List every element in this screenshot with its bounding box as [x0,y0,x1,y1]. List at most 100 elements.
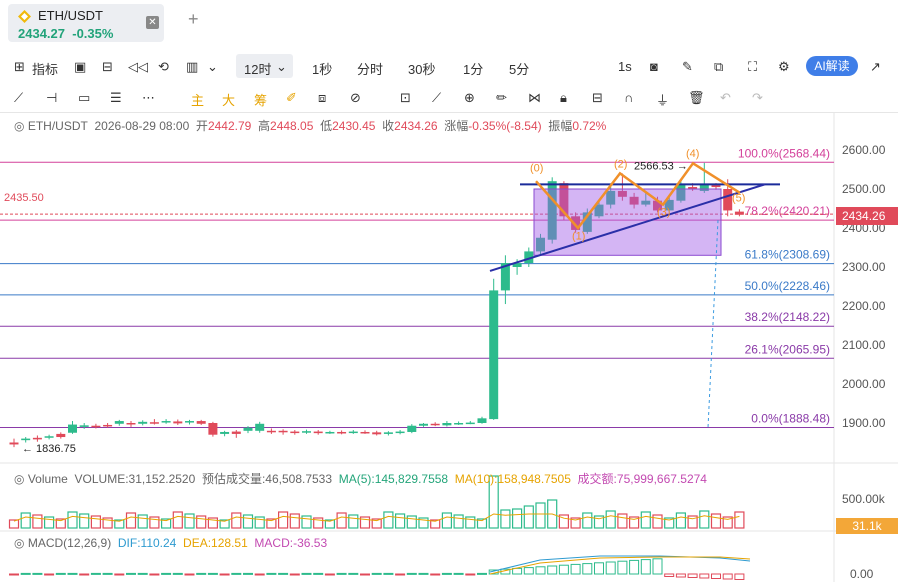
macd-bar [184,573,195,576]
layout-icon[interactable]: ▣ [74,59,87,74]
timeframe-1m[interactable]: 1分 [463,62,484,77]
chip-button[interactable]: 筹 [254,93,268,108]
ruler-icon[interactable]: ⟋ [432,90,442,105]
volume-bar [430,519,441,529]
volume-bar [196,515,207,529]
undo-icon[interactable]: ↶ [720,90,731,105]
gear-icon[interactable]: ⚙ [778,59,790,74]
volume-bar [359,516,371,529]
popout-icon[interactable]: ⧉ [714,59,724,74]
macd-bar [734,573,745,580]
wave-label: (2) [614,159,627,171]
volume-bar [125,512,137,529]
grid-icon[interactable]: ⊟ [102,59,113,74]
macd-bar [172,572,183,575]
pencil-icon[interactable]: ✎ [682,59,693,74]
indicator-icon[interactable]: ⊞ [14,59,25,74]
cursor-off-icon[interactable]: ⊘ [350,90,361,105]
volume-bar [699,510,710,529]
high-label: 高 [258,119,271,133]
candle-body [383,432,393,434]
volume-bar [172,511,183,529]
ma5-value: 145,829.7558 [374,472,449,486]
est-volume-label: 预估成交量: [201,472,266,486]
chevron-down-icon[interactable]: ⌄ [276,59,287,74]
wave-path [535,161,741,230]
candle-body [173,421,183,424]
info-symbol: ETH/USDT [27,119,88,133]
timeframe-30s[interactable]: 30秒 [408,62,436,77]
parallel-channel-icon[interactable]: ☰ [110,90,122,105]
timeframe-1s[interactable]: 1秒 [312,62,333,77]
edit-layout-icon[interactable]: ✐ [286,90,297,105]
eye-icon[interactable]: ◎ [14,536,25,550]
redo-icon[interactable]: ↷ [752,90,763,105]
volume-bar [231,512,242,529]
symbol-tab[interactable]: ETH/USDT 2434.27 -0.35% ✕ [8,4,164,42]
volume-bar [161,518,172,529]
top-toolbar: ⊞ 指标 ▣ ⊟ ◁◁ ⟲ ▥ ⌄ 12时 ⌄ 1秒 分时 30秒 1分 5分 … [0,52,898,82]
macd-bar [465,573,476,576]
plus-icon[interactable]: + [188,9,199,29]
more-icon[interactable]: ⋯ [142,90,155,105]
eye-icon[interactable]: ◎ [14,119,25,133]
chevron-down-icon[interactable]: ⌄ [207,59,218,74]
close-icon[interactable]: ✕ [146,16,159,29]
indicators-button[interactable]: 指标 [32,62,59,77]
candle-body [255,423,265,431]
macd-bar [371,572,382,575]
macd-bar [55,572,66,575]
horizontal-line-icon[interactable]: ⊣ [46,90,58,105]
camera-icon[interactable]: ◙ [650,59,658,74]
open-value: 2442.79 [207,119,252,133]
macd-bar [383,572,394,575]
candle-body [454,423,464,425]
timeframe-12h[interactable]: 12时 [244,62,272,77]
macd-bar [711,573,721,579]
volume-bar [710,513,722,529]
eye-icon[interactable]: ◎ [14,472,25,486]
timeframe-fenshi[interactable]: 分时 [357,62,384,77]
hide-icon[interactable]: ⊟ [592,90,603,105]
macd-bar [675,573,686,578]
info-date: 2026-08-29 08:00 [94,119,190,133]
wave-label: (3) [657,207,670,219]
tab-price-value: 2434.27 [18,26,65,41]
volume-bar [687,515,698,529]
big-order-button[interactable]: 大 [222,93,236,108]
macd-bar [523,567,534,575]
trendline-icon[interactable]: ⟋ [14,90,24,105]
ai-analysis-button[interactable]: AI解读 [806,56,858,76]
share-icon[interactable]: ↗ [870,59,881,74]
candle-body [629,196,639,205]
macd-bar [453,572,464,575]
interval-label[interactable]: 1s [618,59,632,74]
macd-bar [477,572,487,575]
main-force-button[interactable]: 主 [191,93,205,108]
trash-icon[interactable]: 🗑︎ [688,90,705,105]
fullscreen-icon[interactable]: ⛶ [748,59,758,74]
timeframe-5m[interactable]: 5分 [509,62,530,77]
pattern-icon[interactable]: ⋈ [528,90,541,105]
compare-icon[interactable]: ⟲ [158,59,169,74]
candle-body [9,442,19,445]
zoom-icon[interactable]: ⊕ [464,90,475,105]
macd-bar [301,572,312,575]
lock-icon[interactable]: 🔒︎ [560,90,567,105]
fib-level-label: 26.1%(2065.95) [745,342,830,356]
candle-body [571,216,581,230]
brush-icon[interactable]: ✏ [496,90,507,105]
note-icon[interactable]: ⊡ [400,90,411,105]
auto-pattern-icon[interactable]: ⧈ [318,90,327,105]
rectangle-icon[interactable]: ▭ [78,90,91,105]
candle-body [149,422,159,424]
candle-body [653,200,662,211]
rewind-icon[interactable]: ◁◁ [128,59,148,74]
filter-icon[interactable]: ⏚ [656,93,670,108]
candle-body [372,432,382,435]
chart-type-icon[interactable]: ▥ [186,59,199,74]
volume-bar [102,517,113,529]
magnet-icon[interactable]: ∩ [624,90,634,105]
candle-body [606,190,616,205]
